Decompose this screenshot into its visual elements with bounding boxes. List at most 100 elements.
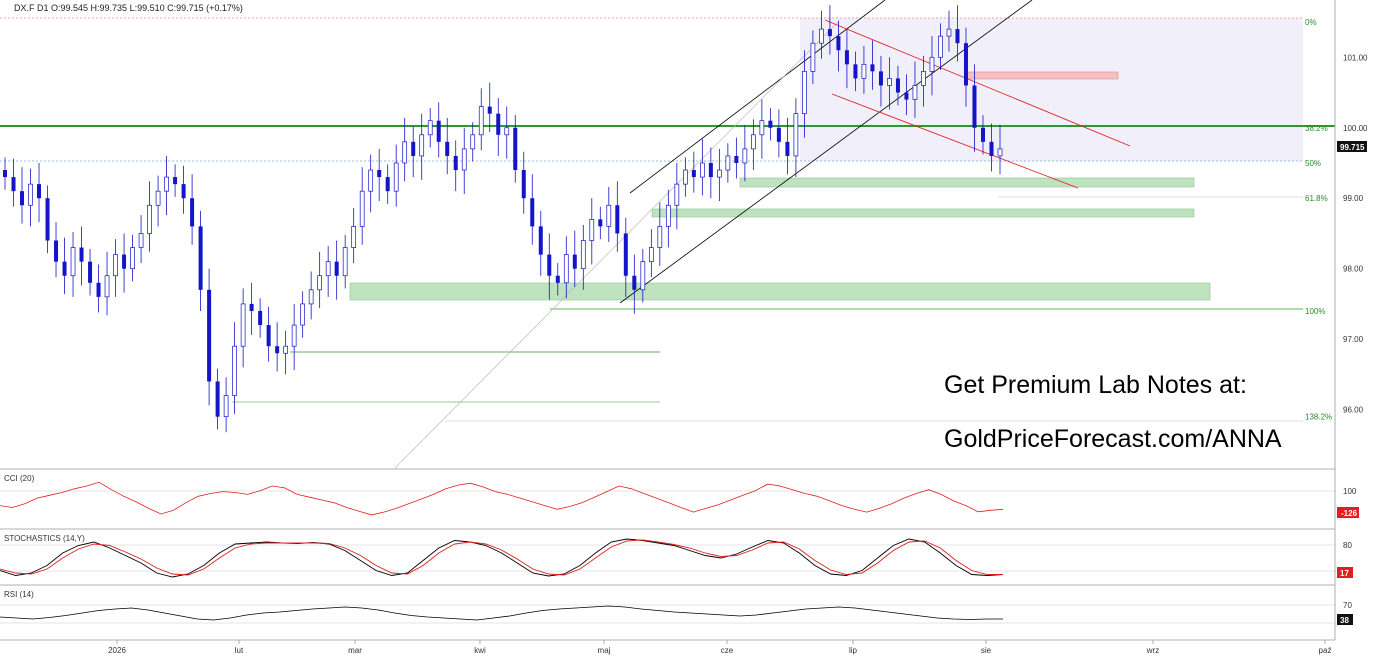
candle-body <box>657 226 663 248</box>
candle-body <box>138 233 144 248</box>
candle-body <box>734 155 739 163</box>
candle-body <box>521 170 526 199</box>
support-zone-1 <box>739 177 1195 188</box>
candles-group <box>3 5 1003 433</box>
candle-body <box>445 141 450 156</box>
candle-body <box>632 275 637 290</box>
promo-line-1[interactable]: Get Premium Lab Notes at: <box>944 371 1247 399</box>
candle-body <box>368 169 374 192</box>
rising-channel-lower <box>619 0 1033 304</box>
candle-body <box>827 29 832 37</box>
candle-body <box>104 275 110 298</box>
candle-body <box>402 141 408 164</box>
support-zone-3 <box>349 282 1211 301</box>
price-tick: 96.00 <box>1343 406 1364 415</box>
candle-body <box>836 36 841 51</box>
candle-body <box>912 85 918 100</box>
fib-label: 0% <box>1305 18 1317 27</box>
candle-body <box>20 191 25 206</box>
candle-body <box>530 198 535 227</box>
candle-body <box>751 134 756 150</box>
time-tick: cze <box>721 646 734 655</box>
candle-body <box>88 261 93 283</box>
candle-body <box>258 310 263 326</box>
falling-channel-upper <box>824 19 1131 147</box>
candle-body <box>427 120 433 136</box>
candle-body <box>478 106 484 136</box>
time-tick: lut <box>235 646 244 655</box>
candle-body <box>853 64 858 79</box>
time-axis: 2026 lut mar kwi maj cze lip sie wrz paź <box>108 640 1331 655</box>
candle-body <box>887 78 892 86</box>
candle-body <box>819 28 824 44</box>
last-price-label: 99.715 <box>1340 143 1365 152</box>
candle-body <box>122 254 127 269</box>
candle-body <box>725 155 731 171</box>
candle-body <box>496 113 501 135</box>
support-zone-2 <box>651 208 1195 218</box>
candle-body <box>759 120 765 136</box>
candle-body <box>870 64 875 72</box>
candle-body <box>682 169 688 185</box>
rsi-title: RSI (14) <box>4 590 34 599</box>
candle-body <box>640 261 646 291</box>
stoch-k-line <box>0 538 1004 578</box>
candle-body <box>130 247 135 270</box>
time-tick: lip <box>849 646 858 655</box>
candle-body <box>325 261 331 277</box>
candle-body <box>28 183 33 206</box>
candle-body <box>275 346 280 354</box>
fib-labels: 0% 38.2% 50% 61.8% 100% 138.2% <box>1305 18 1332 422</box>
candle-body <box>938 35 943 58</box>
candle-body <box>308 289 314 305</box>
candle-body <box>768 120 773 128</box>
candle-body <box>598 219 603 227</box>
candle-body <box>589 219 595 241</box>
cci-line <box>0 481 1004 516</box>
symbol-header: DX.F D1 O:99.545 H:99.735 L:99.510 C:99.… <box>14 3 243 13</box>
price-axis: 101.00 100.00 99.00 98.00 97.00 96.00 <box>1343 53 1368 414</box>
cci-tick-100: 100 <box>1343 487 1357 496</box>
candle-body <box>45 198 50 241</box>
candle-body <box>393 162 399 192</box>
candle-body <box>878 71 883 86</box>
candle-body <box>572 254 577 269</box>
fib-label: 50% <box>1305 159 1321 168</box>
candle-body <box>861 63 867 79</box>
candle-body <box>79 247 84 262</box>
price-tick: 99.00 <box>1343 194 1364 203</box>
candle-body <box>580 240 586 270</box>
candle-body <box>487 106 492 114</box>
candle-body <box>291 324 297 347</box>
cci-badge <box>1337 507 1359 518</box>
candle-body <box>776 127 781 142</box>
candle-body <box>513 127 518 171</box>
candle-body <box>113 254 118 277</box>
rsi-line <box>0 605 1003 621</box>
rising-channel-upper <box>629 0 886 194</box>
candle-body <box>674 183 680 206</box>
candle-body <box>96 282 101 297</box>
shaded-zone <box>800 18 1303 161</box>
stoch-last-label: 17 <box>1340 569 1349 578</box>
cci-last-label: -126 <box>1341 509 1358 518</box>
candle-body <box>232 345 237 396</box>
time-tick: 2026 <box>108 646 126 655</box>
candle-body <box>665 204 671 227</box>
candle-body <box>240 303 246 347</box>
promo-line-2[interactable]: GoldPriceForecast.com/ANNA <box>944 425 1282 453</box>
candle-body <box>436 120 441 142</box>
candle-body <box>215 381 220 417</box>
candle-body <box>929 56 935 72</box>
candle-body <box>648 247 654 262</box>
rsi-tick-70: 70 <box>1343 601 1352 610</box>
candle-body <box>359 190 365 227</box>
candle-body <box>844 50 849 65</box>
time-tick: maj <box>598 646 611 655</box>
candle-body <box>742 148 748 164</box>
candle-body <box>317 275 323 291</box>
candle-body <box>385 177 390 192</box>
candle-body <box>70 247 76 277</box>
candle-body <box>461 148 467 171</box>
resistance-zone <box>965 71 1119 80</box>
